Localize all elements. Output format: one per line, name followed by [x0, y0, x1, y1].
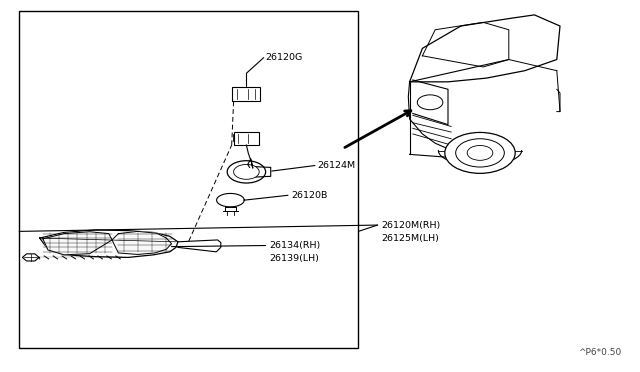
- Text: 26134(RH): 26134(RH): [269, 241, 320, 250]
- Circle shape: [456, 139, 504, 167]
- Text: 26139(LH): 26139(LH): [269, 254, 319, 263]
- Bar: [234, 132, 259, 145]
- Circle shape: [227, 161, 266, 183]
- Polygon shape: [40, 230, 178, 257]
- Text: 26120B: 26120B: [291, 191, 328, 200]
- Polygon shape: [246, 166, 271, 177]
- Circle shape: [417, 95, 443, 110]
- Bar: [232, 87, 260, 101]
- Bar: [19, 11, 358, 348]
- Polygon shape: [216, 193, 244, 207]
- Polygon shape: [43, 232, 112, 255]
- Polygon shape: [112, 231, 172, 254]
- Circle shape: [234, 164, 259, 179]
- Text: 26124M: 26124M: [317, 161, 355, 170]
- Circle shape: [467, 145, 493, 160]
- Polygon shape: [22, 254, 39, 261]
- Text: ^P6*0.50: ^P6*0.50: [577, 348, 621, 357]
- Text: 26120M(RH): 26120M(RH): [381, 221, 440, 230]
- Text: 26120G: 26120G: [266, 53, 303, 62]
- Circle shape: [445, 132, 515, 173]
- Text: 26125M(LH): 26125M(LH): [381, 234, 438, 243]
- Polygon shape: [178, 240, 221, 252]
